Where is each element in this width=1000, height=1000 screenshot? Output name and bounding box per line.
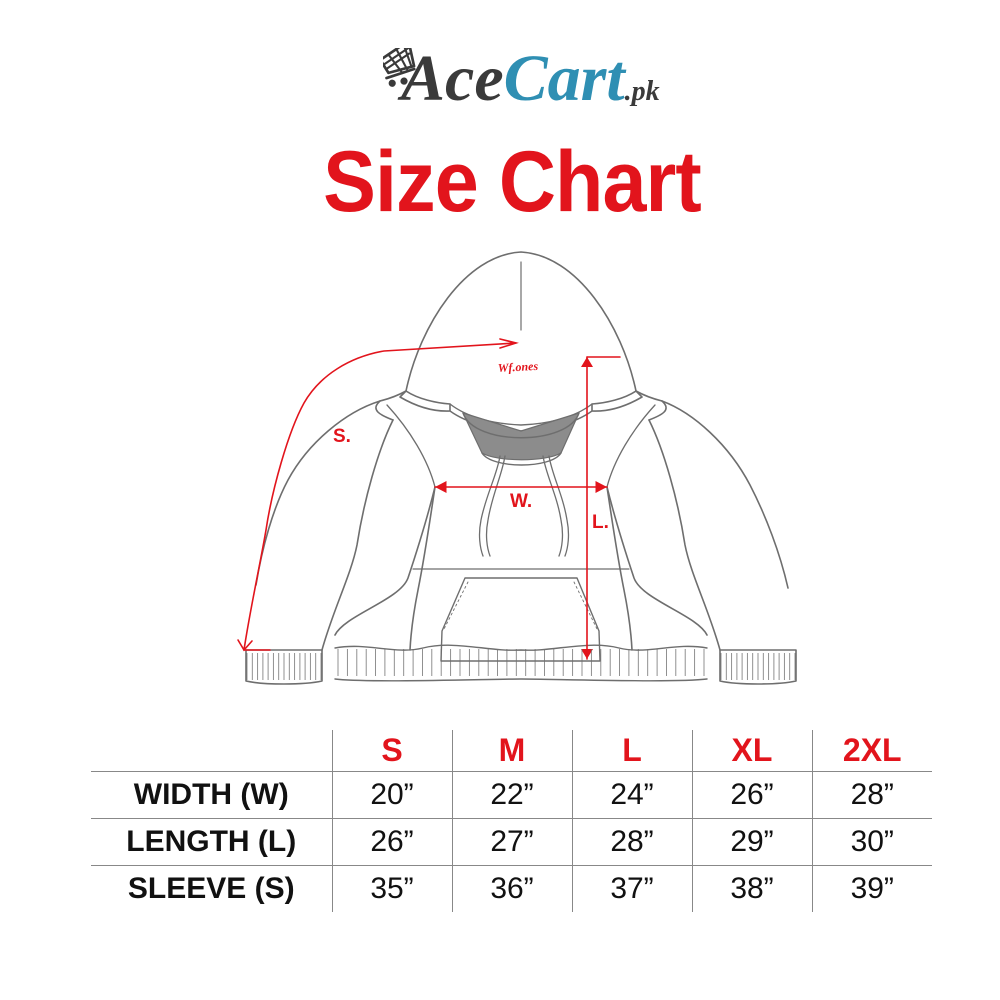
svg-text:Wf.ones: Wf.ones	[497, 359, 538, 375]
svg-text:L.: L.	[592, 512, 609, 533]
svg-text:W.: W.	[510, 491, 532, 512]
svg-text:S.: S.	[333, 426, 351, 447]
